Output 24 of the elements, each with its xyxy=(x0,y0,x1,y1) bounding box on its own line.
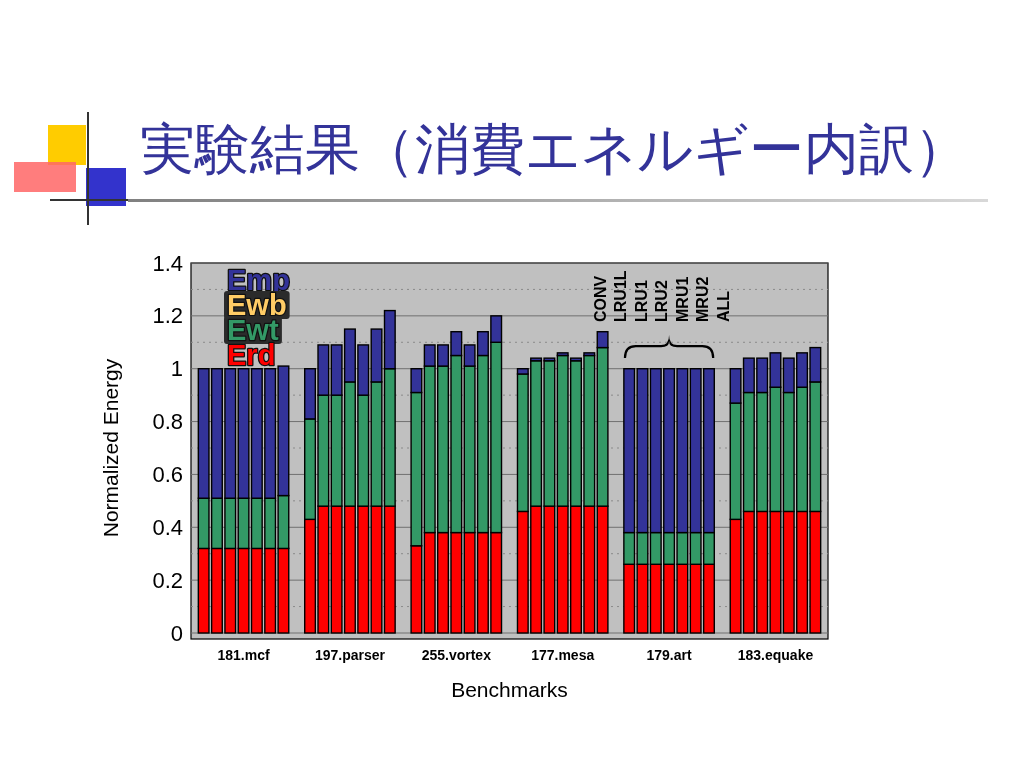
x-axis-title: Benchmarks xyxy=(451,678,568,701)
y-tick-label: 1.4 xyxy=(152,250,183,276)
x-tick-label: 181.mcf xyxy=(217,647,270,663)
annotation: CONV xyxy=(591,275,609,322)
y-axis-title: Normalized Energy xyxy=(99,358,122,538)
y-tick-label: 1 xyxy=(170,356,183,382)
annotation: MRU1 xyxy=(673,276,691,322)
y-tick-label: 0.6 xyxy=(152,461,183,487)
y-tick-label: 1.2 xyxy=(152,303,183,329)
y-tick-label: 0.8 xyxy=(152,409,183,435)
y-tick-label: 0.2 xyxy=(152,567,183,593)
annotation: LRU1L xyxy=(612,270,630,322)
x-tick-label: 255.vortex xyxy=(421,647,491,663)
annotation: LRU1 xyxy=(632,280,650,322)
annotation: ALL xyxy=(714,290,732,322)
title: 実験結果（消費エネルギー内訳） xyxy=(140,117,969,181)
x-tick-label: 197.parser xyxy=(314,647,385,663)
x-tick-label: 177.mesa xyxy=(531,647,595,663)
x-tick-label: 183.equake xyxy=(737,647,814,663)
annotation: MRU2 xyxy=(694,276,712,322)
y-tick-label: 0 xyxy=(170,620,183,646)
annotation: LRU2 xyxy=(653,280,671,322)
x-tick-label: 179.art xyxy=(646,647,692,663)
y-tick-label: 0.4 xyxy=(152,514,183,540)
